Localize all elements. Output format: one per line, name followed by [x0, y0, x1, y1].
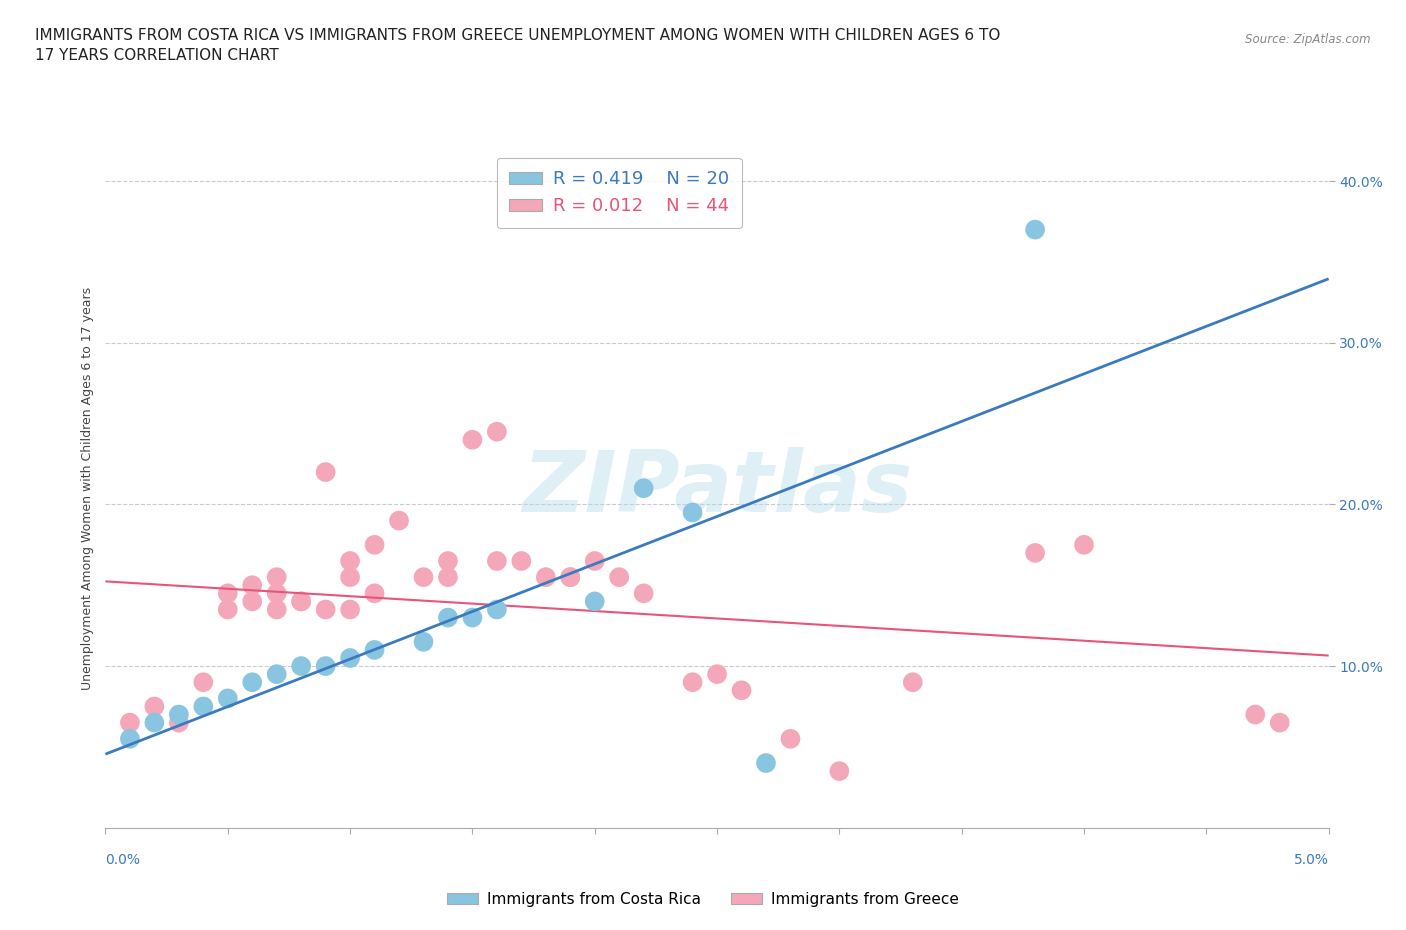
Point: [266, 570, 288, 585]
Point: [682, 505, 704, 520]
Text: 0.0%: 0.0%: [105, 853, 141, 868]
Point: [266, 667, 288, 682]
Text: Source: ZipAtlas.com: Source: ZipAtlas.com: [1246, 33, 1371, 46]
Point: [118, 731, 141, 746]
Point: [143, 715, 166, 730]
Point: [730, 683, 752, 698]
Point: [339, 570, 361, 585]
Point: [217, 691, 239, 706]
Text: ZIPatlas: ZIPatlas: [522, 446, 912, 530]
Point: [560, 570, 582, 585]
Point: [560, 570, 582, 585]
Point: [437, 610, 460, 625]
Point: [485, 602, 508, 617]
Point: [315, 465, 337, 480]
Point: [412, 570, 434, 585]
Legend: R = 0.419    N = 20, R = 0.012    N = 44: R = 0.419 N = 20, R = 0.012 N = 44: [496, 158, 741, 228]
Point: [290, 594, 312, 609]
Point: [412, 634, 434, 649]
Point: [755, 755, 778, 770]
Text: 5.0%: 5.0%: [1294, 853, 1329, 868]
Point: [290, 658, 312, 673]
Point: [583, 594, 606, 609]
Point: [143, 699, 166, 714]
Point: [240, 594, 263, 609]
Point: [217, 586, 239, 601]
Point: [485, 553, 508, 568]
Point: [828, 764, 851, 778]
Y-axis label: Unemployment Among Women with Children Ages 6 to 17 years: Unemployment Among Women with Children A…: [82, 286, 94, 690]
Point: [167, 715, 190, 730]
Point: [339, 602, 361, 617]
Point: [461, 610, 484, 625]
Point: [510, 553, 533, 568]
Point: [682, 675, 704, 690]
Point: [193, 699, 215, 714]
Point: [240, 578, 263, 592]
Point: [633, 481, 655, 496]
Point: [1024, 546, 1046, 561]
Point: [339, 651, 361, 666]
Point: [363, 643, 385, 658]
Point: [607, 570, 630, 585]
Point: [339, 553, 361, 568]
Point: [167, 707, 190, 722]
Point: [1268, 715, 1291, 730]
Point: [437, 570, 460, 585]
Point: [266, 586, 288, 601]
Point: [583, 553, 606, 568]
Legend: Immigrants from Costa Rica, Immigrants from Greece: Immigrants from Costa Rica, Immigrants f…: [441, 886, 965, 913]
Point: [706, 667, 728, 682]
Point: [1244, 707, 1267, 722]
Point: [315, 658, 337, 673]
Point: [290, 594, 312, 609]
Point: [633, 586, 655, 601]
Point: [240, 675, 263, 690]
Point: [193, 675, 215, 690]
Point: [437, 553, 460, 568]
Point: [118, 715, 141, 730]
Point: [779, 731, 801, 746]
Point: [363, 538, 385, 552]
Point: [266, 602, 288, 617]
Point: [534, 570, 557, 585]
Point: [217, 602, 239, 617]
Point: [485, 424, 508, 439]
Point: [461, 432, 484, 447]
Point: [901, 675, 924, 690]
Point: [388, 513, 411, 528]
Point: [315, 602, 337, 617]
Point: [363, 586, 385, 601]
Point: [1073, 538, 1095, 552]
Point: [1024, 222, 1046, 237]
Text: IMMIGRANTS FROM COSTA RICA VS IMMIGRANTS FROM GREECE UNEMPLOYMENT AMONG WOMEN WI: IMMIGRANTS FROM COSTA RICA VS IMMIGRANTS…: [35, 28, 1001, 62]
